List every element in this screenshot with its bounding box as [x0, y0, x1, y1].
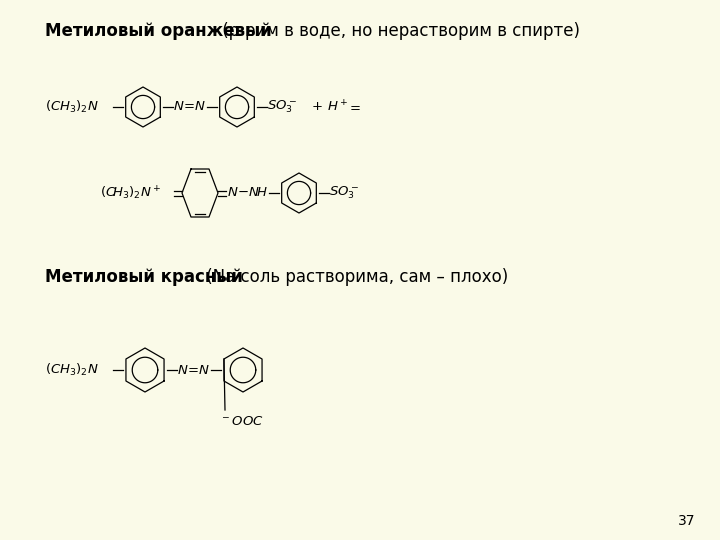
Text: $^-OOC$: $^-OOC$ [220, 415, 264, 428]
Text: $N\!-\!N\!H$: $N\!-\!N\!H$ [227, 186, 269, 199]
Text: Метиловый оранжевый: Метиловый оранжевый [45, 22, 271, 40]
Text: (р-рим в воде, но нерастворим в спирте): (р-рим в воде, но нерастворим в спирте) [217, 22, 580, 40]
Text: $+$: $+$ [311, 100, 323, 113]
Text: $=$: $=$ [347, 100, 361, 113]
Text: $SO_3^-$: $SO_3^-$ [267, 99, 297, 115]
Text: (Na соль растворима, сам – плохо): (Na соль растворима, сам – плохо) [201, 268, 508, 286]
Text: $(CH_3)_2N$: $(CH_3)_2N$ [45, 362, 99, 378]
Text: $SO_3^-$: $SO_3^-$ [329, 185, 359, 201]
Text: $(C\!H_3)_2N^+$: $(C\!H_3)_2N^+$ [100, 184, 161, 202]
Text: $(CH_3)_2N$: $(CH_3)_2N$ [45, 99, 99, 115]
Text: $N\!=\!N$: $N\!=\!N$ [173, 100, 207, 113]
Text: $N\!=\!N$: $N\!=\!N$ [177, 363, 210, 376]
Text: 37: 37 [678, 514, 695, 528]
Text: Метиловый красный: Метиловый красный [45, 268, 243, 286]
Text: $H^+$: $H^+$ [327, 99, 348, 114]
